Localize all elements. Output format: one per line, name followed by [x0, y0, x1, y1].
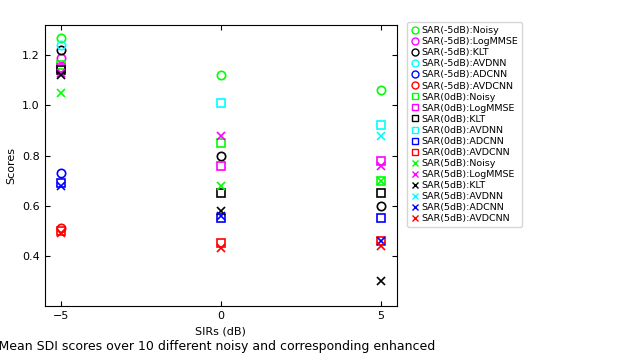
Text: Fig. 11  Mean SDI scores over 10 different noisy and corresponding enhanced: Fig. 11 Mean SDI scores over 10 differen…: [0, 340, 435, 353]
X-axis label: SIRs (dB): SIRs (dB): [195, 327, 246, 336]
Y-axis label: Scores: Scores: [6, 147, 17, 184]
Legend: SAR(-5dB):Noisy, SAR(-5dB):LogMMSE, SAR(-5dB):KLT, SAR(-5dB):AVDNN, SAR(-5dB):AD: SAR(-5dB):Noisy, SAR(-5dB):LogMMSE, SAR(…: [408, 22, 522, 227]
